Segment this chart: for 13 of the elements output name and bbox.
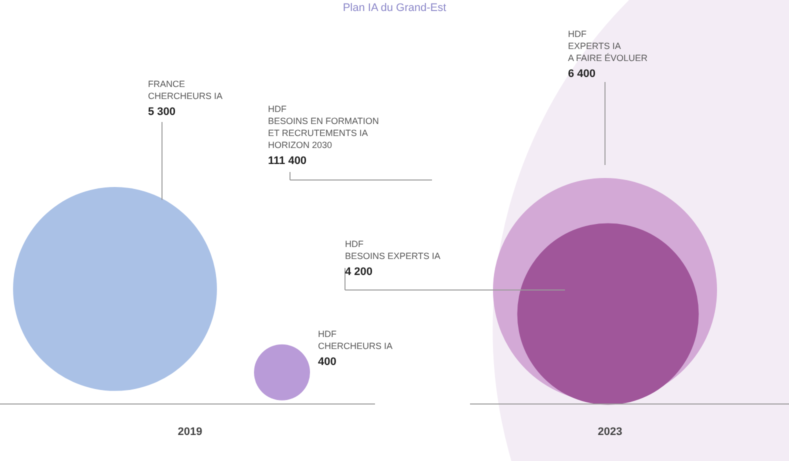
text: 2023 xyxy=(598,426,622,438)
data-label: 4 200 xyxy=(345,266,373,278)
category-label: HDF BESOINS EN FORMATION ET RECRUTEMENTS IA HORIZON 2030 xyxy=(268,104,379,150)
category-label: HDF EXPERTS IA A FAIRE ÉVOLUER xyxy=(568,29,648,63)
data-label: 111 400 xyxy=(268,155,307,167)
category-label: HDF CHERCHEURS IA xyxy=(318,329,393,351)
data-label: 400 xyxy=(318,356,336,368)
category-label: HDF BESOINS EXPERTS IA xyxy=(345,239,440,261)
data-label: 6 400 xyxy=(568,68,596,80)
category-label: FRANCE CHERCHEURS IA xyxy=(148,79,223,101)
data-label: 5 300 xyxy=(148,106,176,118)
text: Plan IA du Grand-Est xyxy=(342,2,446,14)
text: 2019 xyxy=(178,426,202,438)
